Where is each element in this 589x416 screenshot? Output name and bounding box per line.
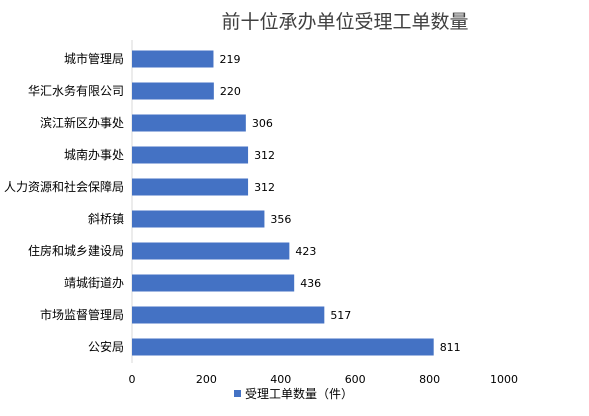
x-tick-label-600: 600 (345, 373, 366, 386)
bar-2 (132, 82, 214, 100)
chart-title: 前十位承办单位受理工单数量 (221, 11, 468, 33)
category-label-10: 公安局 (88, 339, 124, 354)
legend-swatch (234, 390, 241, 397)
data-label-4: 312 (254, 149, 275, 162)
category-label-9: 市场监督管理局 (40, 307, 124, 322)
bar-4 (132, 146, 249, 164)
legend-label: 受理工单数量（件） (245, 386, 353, 401)
data-label-5: 312 (254, 181, 275, 194)
bar-1 (132, 50, 214, 68)
data-label-8: 436 (300, 277, 321, 290)
category-label-3: 滨江新区办事处 (40, 115, 124, 130)
bar-5 (132, 178, 249, 196)
data-label-9: 517 (330, 309, 351, 322)
bar-7 (132, 242, 290, 260)
category-label-6: 斜桥镇 (88, 212, 124, 226)
x-tick-label-400: 400 (270, 373, 291, 386)
x-tick-label-1000: 1000 (490, 373, 518, 386)
x-tick-label-200: 200 (196, 373, 217, 386)
data-label-10: 811 (440, 341, 461, 354)
bar-3 (132, 114, 246, 132)
bars-group (132, 50, 434, 356)
category-label-7: 住房和城乡建设局 (28, 243, 124, 258)
bar-6 (132, 210, 265, 228)
x-tick-label-0: 0 (129, 373, 136, 386)
legend: 受理工单数量（件） (234, 386, 353, 401)
data-label-3: 306 (252, 117, 273, 130)
bar-10 (132, 338, 434, 356)
category-label-2: 华汇水务有限公司 (28, 83, 124, 98)
category-label-8: 靖城街道办 (64, 275, 124, 290)
category-label-1: 城市管理局 (64, 51, 124, 66)
data-labels: 219 220 306 312 312 356 423 436 517 811 (219, 53, 460, 354)
category-label-5: 人力资源和社会保障局 (4, 179, 124, 194)
bar-8 (132, 274, 295, 292)
data-label-6: 356 (270, 213, 291, 226)
data-label-2: 220 (220, 85, 241, 98)
category-label-4: 城南办事处 (64, 147, 124, 162)
category-labels: 城市管理局华汇水务有限公司滨江新区办事处城南办事处人力资源和社会保障局斜桥镇住房… (4, 51, 124, 354)
data-label-1: 219 (219, 53, 240, 66)
data-label-7: 423 (295, 245, 316, 258)
x-axis-ticks: 0 200 400 600 800 1000 (129, 373, 519, 386)
bar-9 (132, 306, 325, 324)
x-tick-label-800: 800 (419, 373, 440, 386)
